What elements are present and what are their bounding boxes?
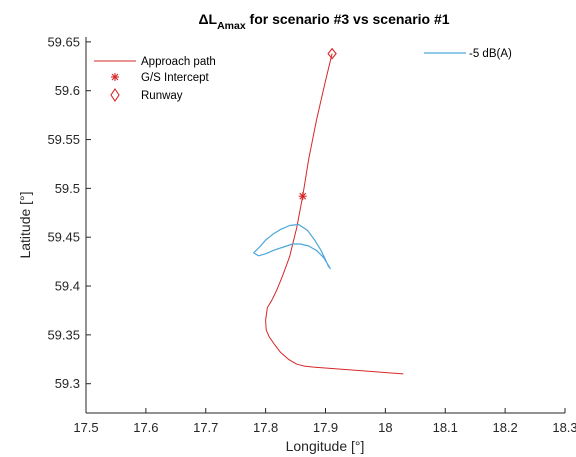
x-tick-label: 17.7: [193, 420, 218, 435]
x-tick-label: 18.2: [492, 420, 517, 435]
legend-gs-intercept-label: G/S Intercept: [141, 72, 210, 84]
x-tick-label: 17.8: [253, 420, 278, 435]
chart-title-suffix: for scenario #3 vs scenario #1: [246, 11, 450, 27]
legend-contour: -5 dB(A): [424, 48, 512, 60]
y-tick-label: 59.55: [47, 132, 80, 147]
x-tick-label: 18: [378, 420, 392, 435]
y-tick-label: 59.45: [47, 230, 80, 245]
legend-approach-path-label: Approach path: [141, 56, 216, 68]
y-tick-label: 59.35: [47, 327, 80, 342]
x-tick-label: 18.1: [433, 420, 458, 435]
gs-intercept-marker: [298, 192, 307, 201]
runway-marker: [327, 47, 337, 60]
y-tick-label: 59.5: [55, 181, 80, 196]
chart-title-subscript: Amax: [217, 20, 246, 32]
y-tick-label: 59.4: [55, 279, 80, 294]
chart-title-prefix: ΔL: [198, 11, 217, 27]
x-axis-title: Longitude [°]: [286, 438, 365, 454]
x-ticks: 17.5 17.6 17.7 17.8 17.9 18 18.1 18.2 18.3: [73, 408, 576, 435]
y-tick-label: 59.6: [55, 83, 80, 98]
legend-runway-label: Runway: [141, 90, 183, 102]
x-tick-label: 18.3: [552, 420, 576, 435]
legend-path-markers: Approach path G/S Intercept Runway: [94, 56, 216, 102]
y-tick-label: 59.65: [47, 34, 80, 49]
data-layer: [253, 47, 404, 375]
contour-minus-5-dba: [253, 223, 331, 270]
x-tick-label: 17.9: [313, 420, 338, 435]
y-ticks: 59.3 59.35 59.4 59.45 59.5 59.55 59.6 59.65: [47, 34, 91, 391]
approach-path-line: [265, 53, 404, 375]
y-axis-title: Latitude [°]: [17, 191, 33, 258]
y-tick-label: 59.3: [55, 376, 80, 391]
x-tick-label: 17.5: [73, 420, 98, 435]
legend-gs-intercept-swatch: [111, 73, 119, 81]
x-tick-label: 17.6: [133, 420, 158, 435]
legend-runway-swatch: [110, 88, 120, 102]
legend-contour-label: -5 dB(A): [469, 48, 512, 60]
chart-title: ΔLAmax for scenario #3 vs scenario #1: [198, 11, 449, 32]
